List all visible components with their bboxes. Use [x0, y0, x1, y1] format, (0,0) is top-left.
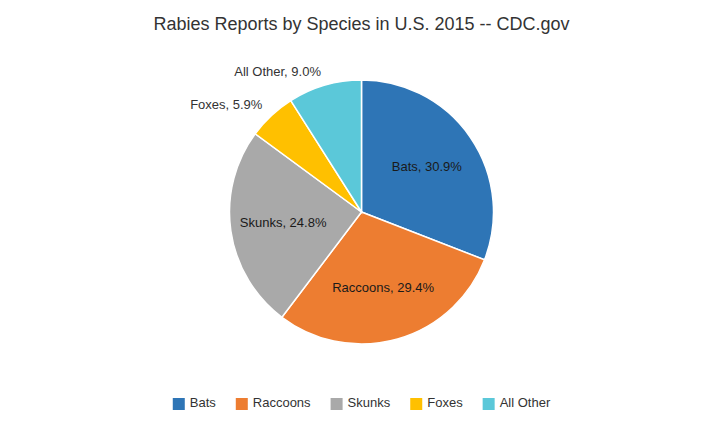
legend-swatch [173, 398, 185, 410]
legend-item: Foxes [410, 395, 463, 410]
data-label: Foxes, 5.9% [190, 97, 263, 112]
legend-item: All Other [483, 395, 551, 410]
legend-label: Foxes [427, 395, 463, 410]
legend-swatch [410, 398, 422, 410]
data-label: Bats, 30.9% [392, 159, 463, 174]
data-label: Raccoons, 29.4% [332, 280, 434, 295]
data-label: All Other, 9.0% [234, 64, 321, 79]
title: Rabies Reports by Species in U.S. 2015 -… [153, 14, 569, 34]
legend-item: Raccoons [236, 395, 311, 410]
chart: Rabies Reports by Species in U.S. 2015 -… [0, 0, 723, 434]
legend-item: Skunks [331, 395, 391, 410]
chart-container: Rabies Reports by Species in U.S. 2015 -… [0, 0, 723, 434]
legend-swatch [331, 398, 343, 410]
legend-label: Bats [190, 395, 217, 410]
data-label: Skunks, 24.8% [240, 215, 327, 230]
data-labels: Bats, 30.9% Raccoons, 29.4% Skunks, 24.8% F… [190, 64, 462, 295]
background [0, 0, 723, 434]
slices [230, 80, 494, 344]
legend-label: Skunks [348, 395, 391, 410]
legend-swatch [483, 398, 495, 410]
legend-swatch [236, 398, 248, 410]
legend: Bats Raccoons Skunks Foxes All Other [173, 395, 551, 410]
legend-label: Raccoons [253, 395, 311, 410]
legend-item: Bats [173, 395, 217, 410]
pie-slice [291, 80, 362, 212]
legend-label: All Other [500, 395, 551, 410]
